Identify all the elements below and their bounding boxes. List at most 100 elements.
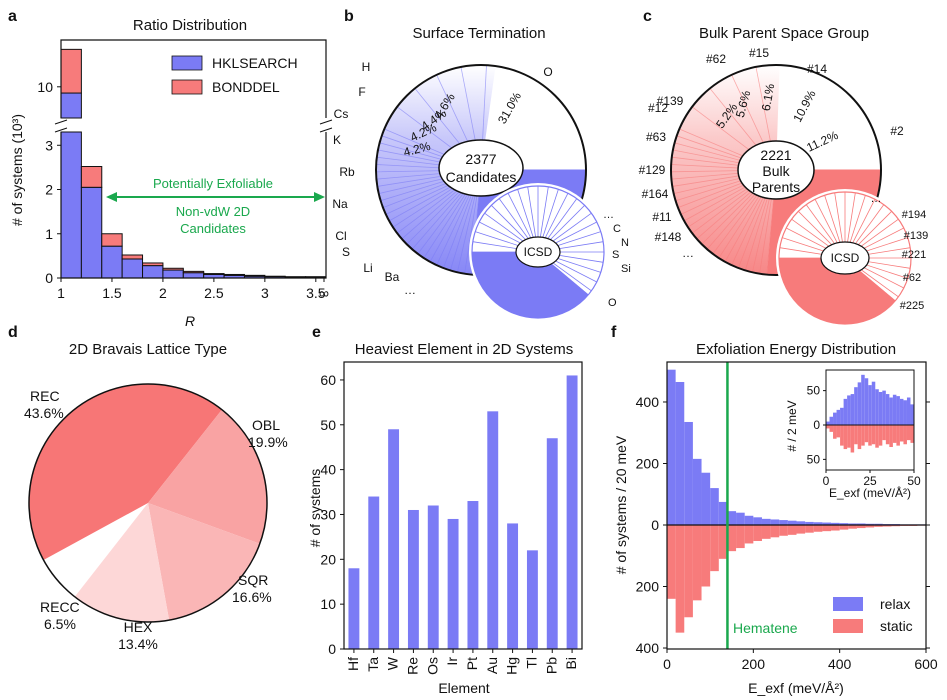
panel-a-xlabel: R xyxy=(185,313,195,329)
inset-bar-static xyxy=(864,425,869,443)
hist-bar-static xyxy=(727,525,737,552)
inset-label-5: #225 xyxy=(900,300,924,312)
bar-re xyxy=(407,509,419,649)
panel-a-axes-lower xyxy=(60,132,327,279)
pie-label-5: Rb xyxy=(339,165,355,179)
pie-label-9: #11 xyxy=(652,210,671,224)
panel-c-inset-center xyxy=(820,241,870,275)
legend-swatch-bonddel xyxy=(171,79,203,95)
inset-bar-relax xyxy=(903,400,907,425)
pie-label-1: #14 xyxy=(807,62,827,76)
bar-bi xyxy=(566,375,578,649)
bar-ir xyxy=(447,518,459,649)
hist-bar-static xyxy=(684,525,693,618)
pie-label-sqr: SQR xyxy=(238,572,268,588)
y-tick-label: 60 xyxy=(320,372,336,388)
x-tick-label: Re xyxy=(404,657,420,675)
inset-label-0: … xyxy=(603,209,614,221)
hist-bar-relax xyxy=(856,523,866,525)
pie-value-obl: 19.9% xyxy=(248,434,288,450)
panel-b-center-count: 2377 xyxy=(465,151,496,167)
hist-bar-relax xyxy=(710,488,719,525)
bar-ta xyxy=(368,496,380,649)
hist-bar-relax xyxy=(701,472,711,525)
pie-slice-rec xyxy=(28,383,222,560)
y-tick-label: 400 xyxy=(636,394,660,410)
panel-c-inset-center-label: ICSD xyxy=(831,251,860,265)
inset-label-1: C xyxy=(613,223,621,235)
pie-value-sqr: 16.6% xyxy=(232,589,272,605)
hist-bar-static xyxy=(744,525,754,544)
panel-b-surface-termination: b Surface Termination 2377 Candidates IC… xyxy=(332,8,631,321)
hist-bar-relax xyxy=(848,523,857,525)
hist-bar-relax xyxy=(865,523,875,525)
hist-bar-bonddel xyxy=(121,254,144,260)
pie-label-obl: OBL xyxy=(252,417,280,433)
hist-bar-relax xyxy=(770,519,780,525)
inset-pie-outline xyxy=(471,185,605,319)
hist-bar-hklsearch xyxy=(121,258,144,279)
pie-outline xyxy=(28,383,268,623)
x-tick-label: 3 xyxy=(261,285,269,301)
hematene-label: Hematene xyxy=(733,620,798,636)
hist-bar-static xyxy=(796,525,806,534)
hist-bar-static xyxy=(831,525,840,531)
inset-bar-static xyxy=(882,425,886,441)
panel-b-inset-center-label: ICSD xyxy=(524,245,553,259)
panel-d-title: 2D Bravais Lattice Type xyxy=(69,341,227,358)
panel-d-bravais: d 2D Bravais Lattice Type REC 43.6% OBL … xyxy=(8,324,288,652)
hist-bar-relax xyxy=(684,421,693,525)
hist-bar-relax xyxy=(727,511,737,525)
panel-b-title: Surface Termination xyxy=(412,25,545,42)
pie-label-5: #12 xyxy=(648,101,668,115)
legend-label-bonddel: BONDDEL xyxy=(212,79,280,95)
pie-label-0: #2 xyxy=(890,124,904,138)
pie-label-11: … xyxy=(404,283,416,297)
bar-hg xyxy=(507,523,519,649)
inset-bar-static xyxy=(868,425,872,446)
hist-bar-relax xyxy=(874,523,883,525)
hist-bar-static xyxy=(839,525,849,530)
panel-c-center-ellipse xyxy=(737,140,815,200)
inset-bar-relax xyxy=(854,387,858,425)
hist-bar-static xyxy=(874,525,883,527)
hist-bar-relax xyxy=(736,512,745,525)
x-tick-label: 2 xyxy=(159,285,167,301)
pie-pct-label-4: 4.2% xyxy=(402,139,432,160)
pie-slice-hex xyxy=(74,503,170,623)
pie-label-recc: RECC xyxy=(40,599,80,615)
hist-bar-relax xyxy=(667,369,676,525)
hist-bar-static xyxy=(848,525,857,529)
legend-swatch-hklsearch xyxy=(171,55,203,71)
x-tick-label: Ir xyxy=(444,657,460,666)
pie-label-2: F xyxy=(358,85,365,99)
inset-bar-static xyxy=(871,425,876,445)
panel-f-exfoliation-energy: f Exfoliation Energy Distribution 400 200… xyxy=(611,324,938,696)
x-tick-label: ∞ xyxy=(319,285,329,301)
pie-label-7: #129 xyxy=(639,163,666,177)
hist-bar-static xyxy=(667,525,676,599)
x-tick-label: Tl xyxy=(523,657,539,669)
hist-bar-relax xyxy=(839,523,849,525)
hist-bar-relax xyxy=(822,522,832,525)
pie-label-1: H xyxy=(362,60,371,74)
pie-value-rec: 43.6% xyxy=(24,405,64,421)
x-tick-label: 400 xyxy=(828,656,852,672)
pie-pct-label-3: 5.6% xyxy=(733,89,754,119)
pie-label-6: Na xyxy=(332,197,348,211)
inset-bar-static xyxy=(896,425,900,446)
panel-f-xlabel: E_exf (meV/Å²) xyxy=(748,680,844,696)
hist-bar-static xyxy=(753,525,762,541)
inset-bar-relax xyxy=(892,394,897,425)
pie-label-10: #148 xyxy=(655,230,682,244)
panel-label-c: c xyxy=(643,8,652,25)
pie-label-0: O xyxy=(543,65,552,79)
inset-bar-static xyxy=(836,425,841,438)
panel-a-axes-upper xyxy=(60,39,327,118)
inset-bar-static xyxy=(906,425,911,441)
non-vdw-label-line2: Candidates xyxy=(180,221,246,236)
y-tick-label: 0 xyxy=(45,270,53,286)
y-tick-label: 3 xyxy=(45,137,53,153)
hist-bar-relax xyxy=(761,518,771,525)
inset-bar-relax xyxy=(829,416,834,425)
